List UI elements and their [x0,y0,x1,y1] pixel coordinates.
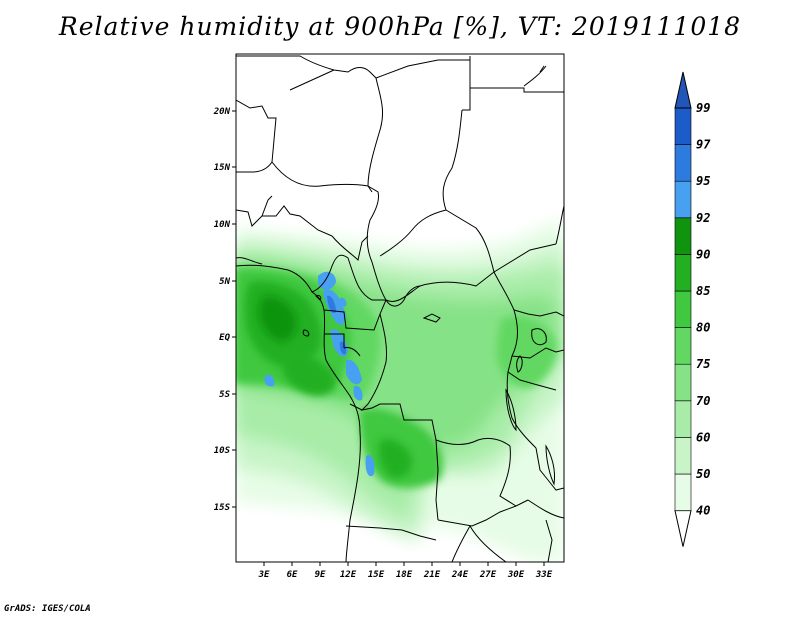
colorbar-high-extend [674,71,692,109]
lon-label: 18E [396,570,413,580]
humidity-field [236,218,564,562]
lat-label: 10S [214,446,231,456]
humidity-zone-97 [327,295,347,355]
colorbar-segment [674,254,692,292]
colorbar-segment [674,290,692,328]
map-frame [235,53,565,563]
credit-text: GrADS: IGES/COLA [4,604,91,614]
lon-label: 27E [479,570,497,580]
colorbar-label: 90 [696,247,710,261]
lat-axis: 20N 15N 10N 5N EQ 5S 10S 15S [213,107,236,513]
lon-axis: 3E 6E 9E 12E 15E 18E 21E 24E 27E 30E 33E [258,562,553,580]
colorbar-segments [674,71,692,547]
colorbar-label: 99 [696,101,710,115]
lat-label: 5N [219,277,230,287]
humidity-zone-85c [378,438,413,479]
lat-label: 15S [214,503,231,513]
lon-label: 12E [340,570,357,580]
colorbar-label: 60 [696,430,710,444]
humidity-zone-85b [282,353,336,396]
colorbar-segment [674,107,692,145]
colorbar-labels: 40 50 60 70 75 80 85 90 92 95 97 99 [696,101,711,518]
lat-label: 20N [213,107,231,117]
colorbar-label: 80 [696,321,710,335]
lon-label: 6E [287,570,298,580]
colorbar-label: 70 [696,394,710,408]
lon-label: 21E [423,570,441,580]
colorbar-segment [674,473,692,511]
lon-label: 15E [368,570,385,580]
humidity-zone-90 [258,295,298,342]
colorbar-label: 50 [696,467,710,481]
lon-label: 3E [258,570,270,580]
lon-label: 30E [507,570,525,580]
colorbar-segment [674,144,692,182]
lon-label: 9E [315,570,326,580]
country-borders [236,55,564,562]
colorbar-segment [674,327,692,365]
colorbar-segment [674,180,692,219]
colorbar-low-extend [674,510,692,547]
colorbar-segment [674,217,692,255]
lat-label: 15N [214,163,231,173]
colorbar-label: 40 [696,504,710,518]
colorbar-segment [674,400,692,438]
lat-label: 5S [219,390,230,400]
colorbar-label: 95 [696,174,710,188]
colorbar-label: 85 [696,284,710,298]
colorbar-label: 97 [696,138,711,152]
lon-label: 24E [451,570,469,580]
lat-label: 10N [214,220,231,230]
humidity-zone-75-east [496,316,557,389]
colorbar: 40 50 60 70 75 80 85 90 92 95 97 99 [674,71,711,547]
map-title: Relative humidity at 900hPa [%], VT: 201… [58,12,742,41]
colorbar-segment [674,437,692,475]
colorbar-label: 75 [696,357,710,371]
colorbar-segment [674,363,692,402]
colorbar-label: 92 [696,211,710,225]
lat-label: EQ [219,333,230,343]
lon-label: 33E [535,570,553,580]
